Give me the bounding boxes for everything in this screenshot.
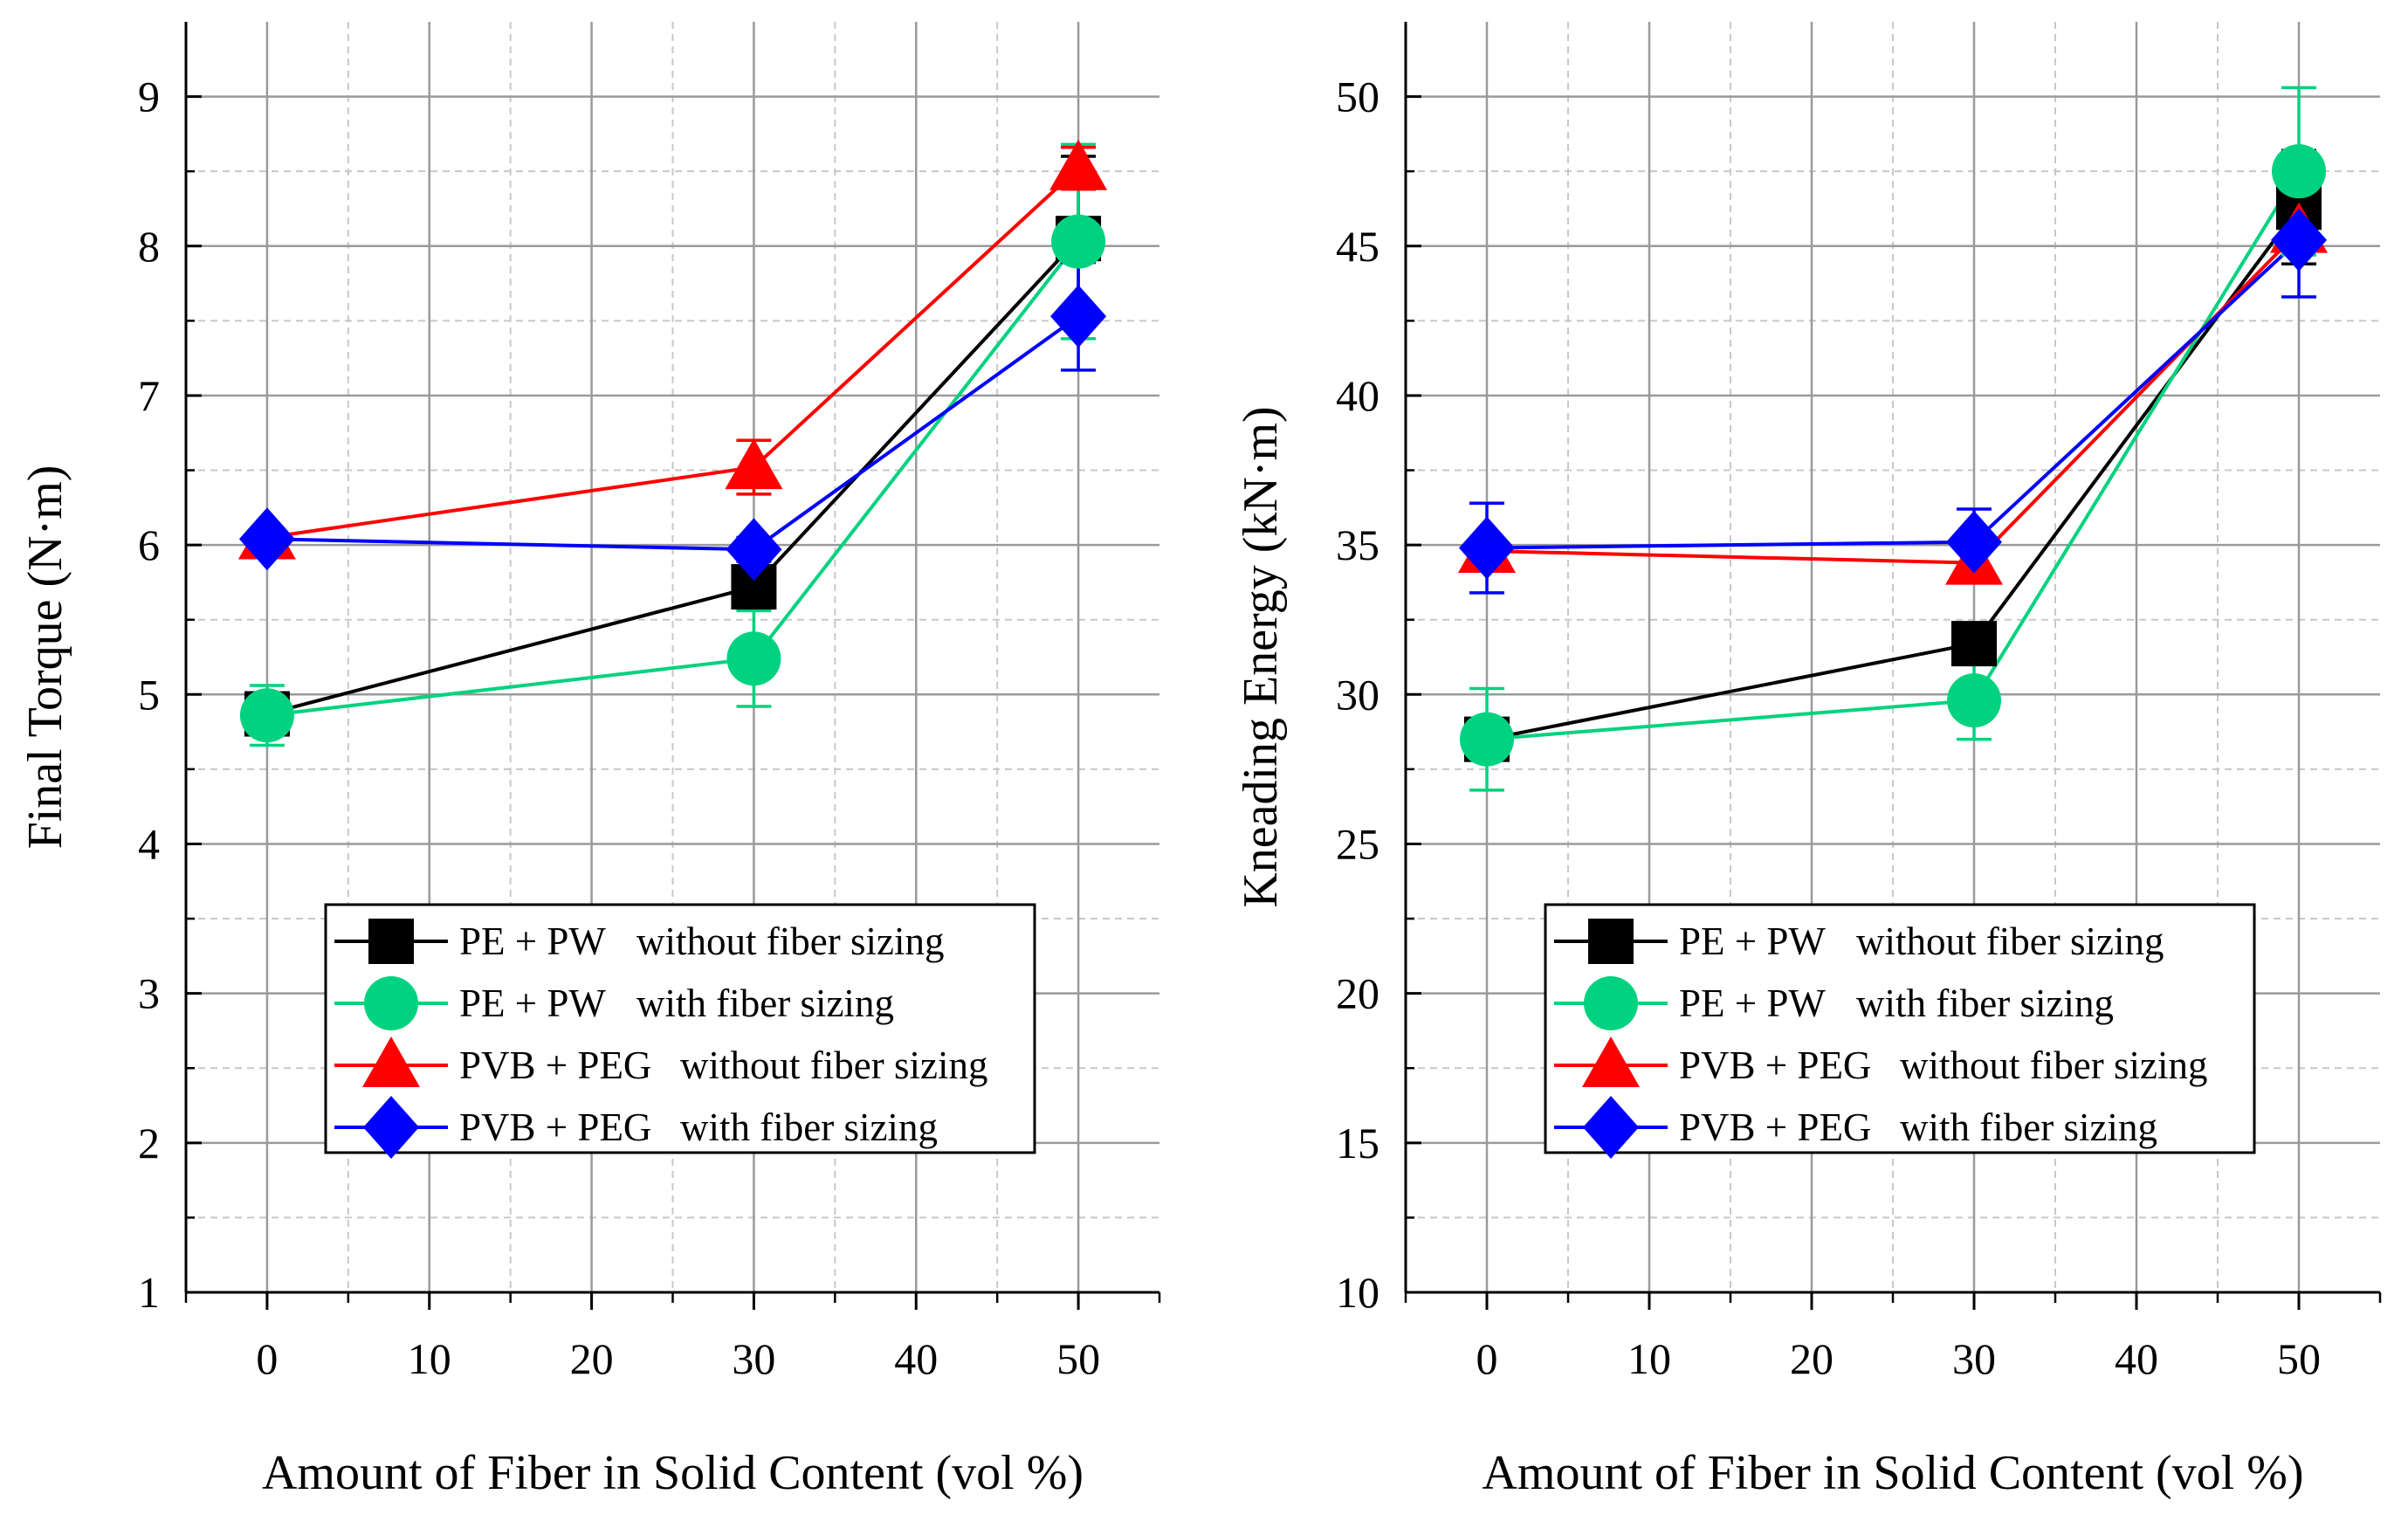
legend-marker-2 — [362, 1036, 420, 1087]
legend-marker-3 — [1583, 1096, 1639, 1159]
y-tick-label: 7 — [138, 371, 160, 420]
data-point-diamond-3 — [1459, 516, 1515, 580]
y-tick-label: 15 — [1336, 1119, 1379, 1167]
y-tick-label: 5 — [138, 670, 160, 719]
x-tick-label: 30 — [1952, 1334, 1996, 1383]
x-tick-label: 20 — [1790, 1334, 1834, 1383]
legend-desc-0: without fiber sizing — [636, 919, 944, 963]
x-tick-label: 50 — [1056, 1334, 1100, 1383]
y-tick-label: 4 — [138, 819, 160, 868]
y-tick-label: 35 — [1336, 520, 1379, 569]
data-point-diamond-3 — [2271, 208, 2327, 272]
data-point-square-0 — [1951, 621, 1997, 667]
data-point-circle-1 — [1947, 673, 2001, 728]
y-tick-label: 2 — [138, 1119, 160, 1167]
legend: PE + PW without fiber sizing PE + PW with f… — [1544, 903, 2256, 1159]
legend-label-2: PVB + PEG — [459, 1043, 651, 1087]
x-tick-label: 40 — [2115, 1334, 2158, 1383]
y-axis-title: Final Torque (N·m) — [18, 465, 72, 850]
legend-desc-0: without fiber sizing — [1856, 919, 2164, 963]
y-tick-label: 30 — [1336, 670, 1379, 719]
data-point-diamond-3 — [1946, 510, 2002, 574]
x-tick-label: 10 — [408, 1334, 451, 1383]
data-point-circle-1 — [1051, 214, 1106, 269]
legend-desc-2: without fiber sizing — [1900, 1043, 2207, 1087]
y-tick-label: 3 — [138, 969, 160, 1018]
legend-desc-3: with fiber sizing — [680, 1105, 938, 1149]
y-tick-label: 8 — [138, 222, 160, 271]
legend-marker-0 — [1588, 919, 1634, 964]
legend-marker-1 — [1584, 976, 1638, 1030]
y-tick-label: 25 — [1336, 819, 1379, 868]
data-point-circle-1 — [2272, 144, 2326, 199]
y-tick-label: 40 — [1336, 371, 1379, 420]
legend-label-1: PE + PW — [459, 981, 606, 1025]
y-tick-label: 6 — [138, 520, 160, 569]
legend-desc-1: with fiber sizing — [1856, 981, 2114, 1025]
legend-label-3: PVB + PEG — [1679, 1105, 1871, 1149]
data-point-diamond-3 — [726, 518, 782, 582]
y-tick-label: 10 — [1336, 1268, 1379, 1317]
legend-label-2: PVB + PEG — [1679, 1043, 1871, 1087]
legend: PE + PW without fiber sizing PE + PW with f… — [324, 903, 1036, 1159]
data-point-circle-1 — [239, 688, 294, 743]
x-tick-label: 0 — [1476, 1334, 1498, 1383]
x-tick-label: 0 — [256, 1334, 278, 1383]
data-point-circle-1 — [1460, 712, 1514, 767]
legend-label-1: PE + PW — [1679, 981, 1826, 1025]
legend-desc-3: with fiber sizing — [1900, 1105, 2157, 1149]
legend-marker-1 — [364, 976, 418, 1030]
x-tick-label: 10 — [1627, 1334, 1671, 1383]
legend-marker-2 — [1582, 1036, 1640, 1087]
legend-marker-0 — [368, 919, 414, 964]
x-tick-label: 20 — [570, 1334, 614, 1383]
data-point-circle-1 — [726, 631, 781, 686]
legend-label-3: PVB + PEG — [459, 1105, 651, 1149]
legend-marker-3 — [363, 1096, 419, 1159]
legend-box — [1544, 903, 2256, 1154]
x-tick-label: 40 — [894, 1334, 938, 1383]
x-axis-title: Amount of Fiber in Solid Content (vol %) — [1482, 1446, 2303, 1500]
legend-desc-2: without fiber sizing — [680, 1043, 987, 1087]
legend-desc-1: with fiber sizing — [636, 981, 894, 1025]
data-point-diamond-3 — [1050, 285, 1107, 348]
y-tick-label: 50 — [1336, 72, 1379, 121]
x-axis-title: Amount of Fiber in Solid Content (vol %) — [262, 1446, 1084, 1500]
chart-torque: 1 2 3 4 5 6 7 8 9 0 10 20 30 40 50 Amount of Fiber in S… — [18, 22, 1161, 1500]
series-line-0 — [1486, 206, 2301, 741]
y-axis-title: Kneading Energy (kN·m) — [1234, 406, 1288, 907]
y-tick-label: 20 — [1336, 969, 1379, 1018]
data-point-triangle-2 — [725, 438, 783, 490]
y-tick-label: 1 — [138, 1268, 160, 1317]
chart-energy: 10 15 20 25 30 35 40 45 50 0 10 20 30 40 50 Amount of F… — [1234, 22, 2382, 1500]
x-tick-label: 50 — [2277, 1334, 2321, 1383]
y-tick-label: 45 — [1336, 222, 1379, 271]
legend-box — [324, 903, 1036, 1154]
x-tick-label: 30 — [732, 1334, 775, 1383]
data-point-diamond-3 — [238, 507, 295, 571]
legend-label-0: PE + PW — [1679, 919, 1826, 963]
y-tick-label: 9 — [138, 72, 160, 121]
data-point-triangle-2 — [1049, 139, 1108, 190]
legend-label-0: PE + PW — [459, 919, 606, 963]
